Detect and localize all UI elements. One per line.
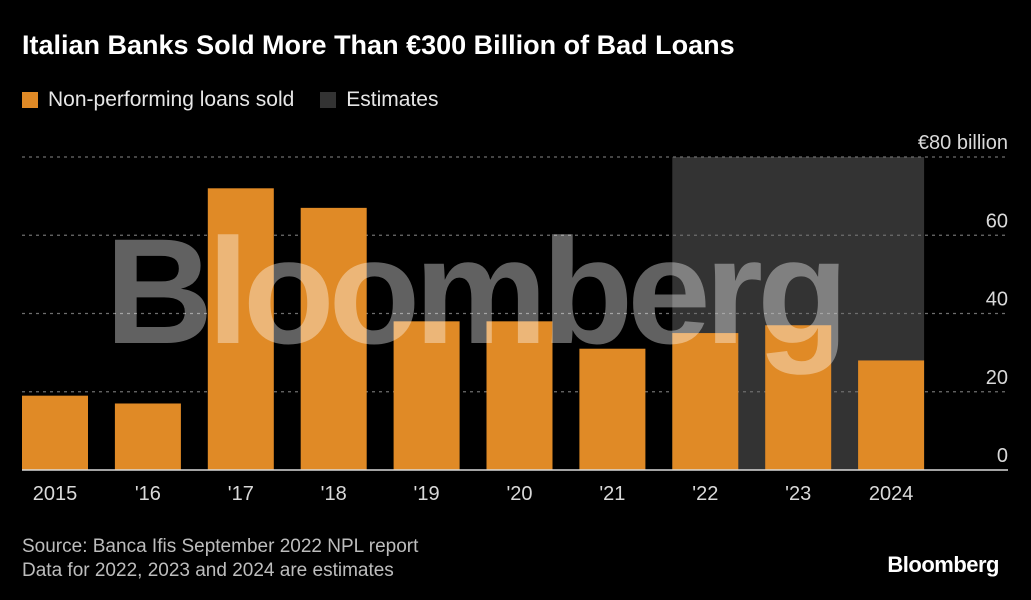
legend-item-npl: Non-performing loans sold bbox=[22, 88, 294, 112]
x-tick-label-9: 2024 bbox=[869, 483, 914, 505]
bar-5 bbox=[486, 321, 553, 470]
legend-label-estimates: Estimates bbox=[346, 88, 439, 111]
chart-legend: Non-performing loans sold Estimates bbox=[22, 88, 465, 112]
y-tick-label-60: 60 bbox=[986, 210, 1008, 232]
y-tick-label-20: 20 bbox=[986, 367, 1008, 389]
bar-3 bbox=[300, 207, 367, 471]
y-tick-label-80: €80 billion bbox=[918, 132, 1008, 154]
x-tick-label-0: 2015 bbox=[33, 483, 78, 505]
x-tick-label-8: '23 bbox=[785, 483, 811, 505]
bar-2 bbox=[207, 188, 274, 471]
legend-label-npl: Non-performing loans sold bbox=[48, 88, 295, 111]
x-tick-label-1: '16 bbox=[135, 483, 161, 505]
bar-4 bbox=[393, 321, 460, 470]
x-tick-label-7: '22 bbox=[692, 483, 718, 505]
bloomberg-logo: Bloomberg bbox=[887, 552, 999, 577]
legend-item-estimates: Estimates bbox=[320, 88, 439, 112]
bar-8 bbox=[765, 325, 832, 470]
legend-swatch-npl bbox=[22, 92, 38, 108]
x-tick-label-5: '20 bbox=[506, 483, 532, 505]
source-line-2: Data for 2022, 2023 and 2024 are estimat… bbox=[22, 560, 394, 581]
bar-6 bbox=[579, 348, 646, 470]
legend-swatch-estimates bbox=[320, 92, 337, 108]
x-tick-label-6: '21 bbox=[599, 483, 625, 505]
bar-7 bbox=[672, 333, 739, 470]
x-tick-label-3: '18 bbox=[321, 483, 347, 505]
bar-0 bbox=[22, 395, 88, 470]
bar-1 bbox=[114, 403, 181, 470]
source-note: Source: Banca Ifis September 2022 NPL re… bbox=[22, 535, 418, 583]
chart-title: Italian Banks Sold More Than €300 Billio… bbox=[22, 30, 735, 60]
y-tick-label-0: 0 bbox=[997, 445, 1008, 467]
source-line-1: Source: Banca Ifis September 2022 NPL re… bbox=[22, 536, 419, 557]
x-tick-label-2: '17 bbox=[228, 483, 254, 505]
x-tick-label-4: '19 bbox=[414, 483, 440, 505]
y-tick-label-40: 40 bbox=[986, 289, 1008, 311]
bar-9 bbox=[858, 360, 925, 470]
